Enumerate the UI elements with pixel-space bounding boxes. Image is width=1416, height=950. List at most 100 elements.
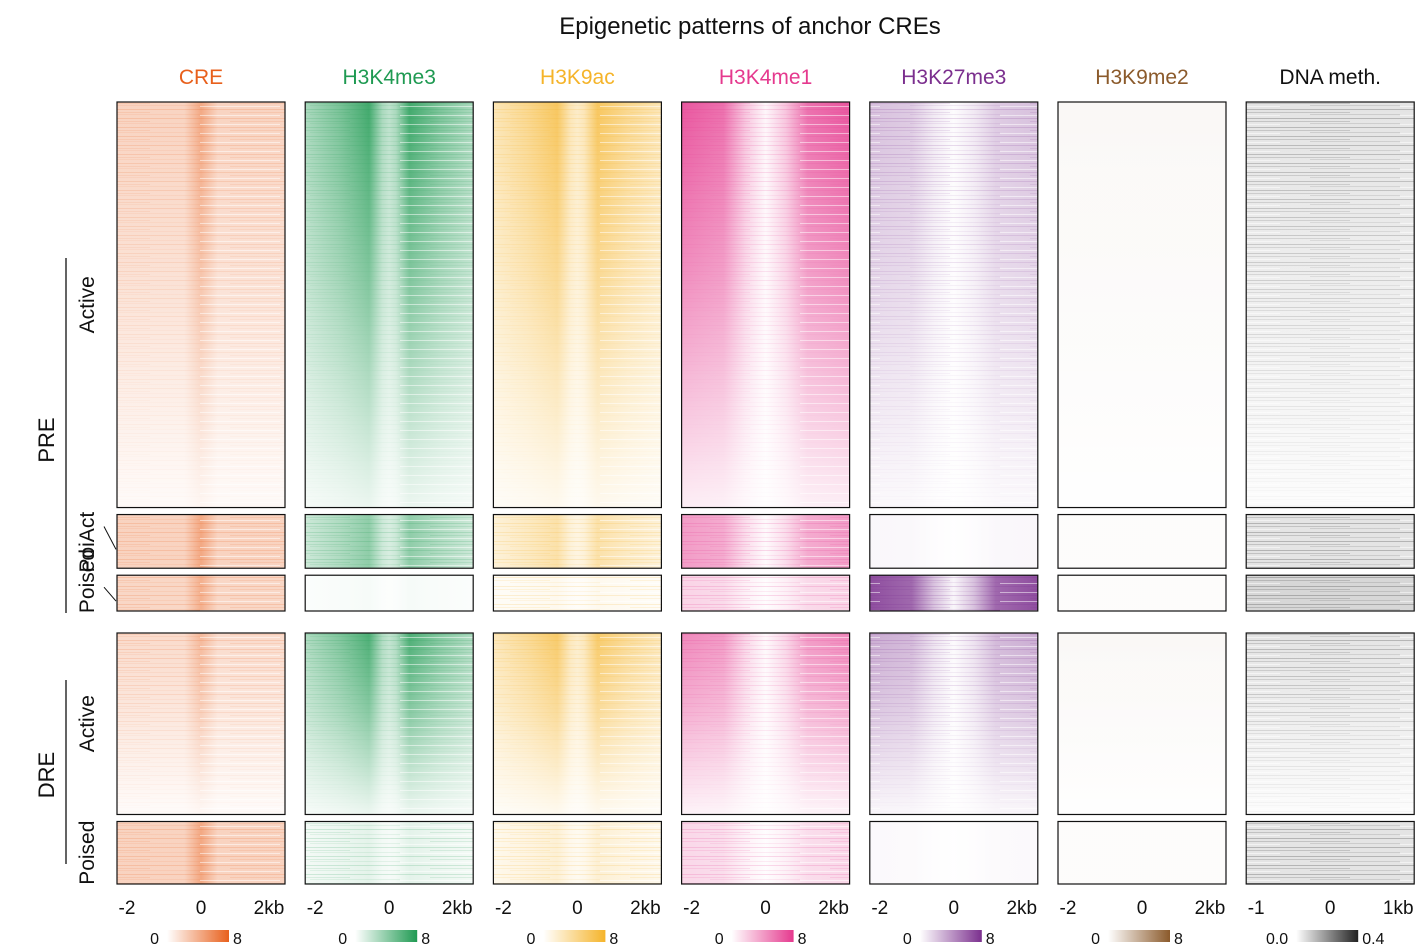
x-tick-label-dna-meth-0: -1 bbox=[1248, 898, 1265, 919]
panel-dna-meth bbox=[1245, 101, 1415, 885]
heatmap-texture bbox=[117, 821, 285, 884]
row-label-dre-poised: Poised bbox=[76, 821, 99, 885]
heatmap-block-h3k9me2-dre-poised bbox=[1057, 820, 1227, 885]
color-scale-max-dna-meth: 0.4 bbox=[1362, 931, 1384, 948]
heatmap-block-h3k27me3-dre-poised bbox=[869, 820, 1039, 885]
x-tick-label-h3k9me2-0: -2 bbox=[1060, 898, 1077, 919]
color-scale-min-h3k4me1: 0 bbox=[715, 931, 724, 948]
x-tick-label-cre-1: 0 bbox=[196, 898, 207, 919]
heatmap-frame bbox=[1245, 632, 1415, 816]
color-scale-bar-h3k9me2 bbox=[1108, 930, 1170, 942]
heatmap-signal bbox=[305, 575, 474, 611]
chart-title: Epigenetic patterns of anchor CREs bbox=[559, 13, 941, 40]
heatmap-block-h3k4me1-pre-active bbox=[680, 101, 851, 509]
heatmap-block-h3k9ac-pre-poiact bbox=[492, 513, 662, 569]
heatmap-texture bbox=[305, 514, 474, 569]
heatmap-frame bbox=[680, 820, 851, 885]
row-label-dre-active: Active bbox=[76, 695, 99, 752]
heatmap-block-h3k9ac-pre-active bbox=[492, 101, 662, 509]
heatmap-texture bbox=[117, 575, 285, 611]
heatmap-texture bbox=[681, 514, 850, 569]
x-tick-label-h3k4me3-0: -2 bbox=[307, 898, 324, 919]
heatmap-block-h3k4me1-dre-active bbox=[680, 632, 851, 816]
heatmap-fade bbox=[493, 633, 662, 815]
heatmap-frame bbox=[116, 513, 286, 569]
heatmap-texture bbox=[493, 514, 662, 569]
heatmap-block-h3k9me2-dre-active bbox=[1057, 632, 1227, 816]
color-scale-bar-h3k9ac bbox=[543, 930, 606, 942]
heatmap-signal bbox=[869, 821, 1038, 884]
heatmap-frame bbox=[492, 632, 662, 816]
panel-header-h3k9ac: H3K9ac bbox=[540, 66, 615, 89]
x-tick-label-h3k9ac-2: 2kb bbox=[630, 898, 661, 919]
heatmap-texture bbox=[117, 514, 285, 569]
heatmap-block-h3k9ac-pre-poised bbox=[492, 574, 662, 612]
heatmap-block-h3k27me3-pre-poiact bbox=[869, 513, 1039, 569]
heatmap-texture bbox=[1246, 821, 1415, 884]
color-scale-bar-cre bbox=[167, 930, 229, 942]
heatmap-block-dna-meth-pre-poised bbox=[1245, 574, 1415, 612]
heatmap-texture bbox=[1246, 575, 1415, 611]
color-scale-max-h3k4me3: 8 bbox=[421, 931, 430, 948]
heatmap-texture bbox=[493, 575, 662, 611]
heatmap-frame bbox=[869, 632, 1039, 816]
panel-header-h3k27me3: H3K27me3 bbox=[901, 66, 1006, 89]
heatmap-frame bbox=[680, 101, 851, 509]
heatmap-frame bbox=[869, 513, 1039, 569]
heatmap-fade bbox=[117, 633, 285, 815]
color-scale-max-h3k9ac: 8 bbox=[609, 931, 618, 948]
heatmap-frame bbox=[304, 574, 474, 612]
heatmap-block-h3k4me1-pre-poised bbox=[680, 574, 851, 612]
heatmap-block-dna-meth-dre-active bbox=[1245, 632, 1415, 816]
panel-h3k9me2 bbox=[1057, 101, 1227, 885]
color-scale-max-h3k9me2: 8 bbox=[1174, 931, 1183, 948]
heatmap-frame bbox=[1245, 513, 1415, 569]
heatmap-frame bbox=[869, 101, 1039, 509]
heatmap-frame bbox=[869, 820, 1039, 885]
row-label-pre-active: Active bbox=[76, 276, 99, 333]
heatmap-block-h3k4me1-pre-poiact bbox=[680, 513, 851, 569]
heatmap-block-cre-pre-poiact bbox=[116, 513, 286, 569]
heatmap-frame bbox=[304, 632, 474, 816]
heatmap-fade bbox=[1246, 633, 1415, 815]
heatmap-block-cre-pre-poised bbox=[116, 574, 286, 612]
heatmap-fade bbox=[869, 633, 1038, 815]
heatmap-texture bbox=[869, 575, 1038, 611]
heatmap-fade bbox=[1058, 633, 1226, 815]
heatmap-signal bbox=[1058, 821, 1226, 884]
heatmap-frame bbox=[1245, 574, 1415, 612]
heatmap-block-h3k27me3-pre-poised bbox=[869, 574, 1039, 612]
x-tick-label-h3k4me3-1: 0 bbox=[384, 898, 395, 919]
x-tick-label-h3k4me1-0: -2 bbox=[683, 898, 700, 919]
heatmap-signal bbox=[1058, 514, 1226, 569]
heatmap-block-h3k9me2-pre-poiact bbox=[1057, 513, 1227, 569]
group-label-dre: DRE bbox=[34, 752, 59, 798]
heatmap-texture bbox=[305, 821, 474, 884]
heatmap-texture bbox=[493, 821, 662, 884]
heatmap-frame bbox=[116, 574, 286, 612]
color-scale-min-h3k4me3: 0 bbox=[338, 931, 347, 948]
color-scale-min-dna-meth: 0.0 bbox=[1266, 931, 1288, 948]
x-tick-label-h3k4me3-2: 2kb bbox=[442, 898, 473, 919]
heatmap-frame bbox=[869, 574, 1039, 612]
heatmap-frame bbox=[116, 820, 286, 885]
heatmap-frame bbox=[1057, 101, 1227, 509]
heatmap-frame bbox=[492, 513, 662, 569]
panel-cre bbox=[116, 101, 286, 885]
heatmap-frame bbox=[680, 513, 851, 569]
heatmap-frame bbox=[116, 101, 286, 509]
x-tick-label-h3k4me1-1: 0 bbox=[760, 898, 771, 919]
heatmap-block-dna-meth-pre-active bbox=[1245, 101, 1415, 509]
x-tick-label-h3k9me2-2: 2kb bbox=[1195, 898, 1226, 919]
x-tick-label-h3k27me3-2: 2kb bbox=[1006, 898, 1037, 919]
panel-h3k4me1 bbox=[680, 101, 851, 885]
heatmap-block-cre-dre-poised bbox=[116, 820, 286, 885]
heatmap-signal bbox=[869, 514, 1038, 569]
panel-header-cre: CRE bbox=[179, 66, 223, 89]
heatmap-fade bbox=[869, 102, 1038, 508]
color-scale-min-h3k9ac: 0 bbox=[526, 931, 535, 948]
heatmap-block-h3k27me3-dre-active bbox=[869, 632, 1039, 816]
heatmap-block-h3k9me2-pre-poised bbox=[1057, 574, 1227, 612]
heatmap-fade bbox=[1246, 102, 1415, 508]
